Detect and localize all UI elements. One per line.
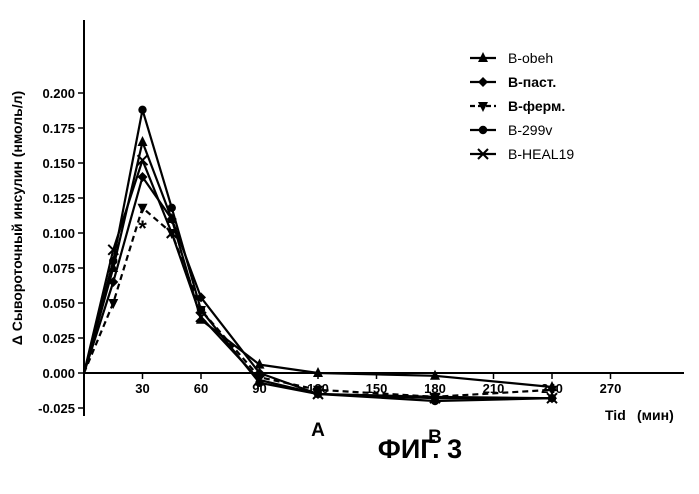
legend-label: B-HEAL19: [508, 146, 574, 162]
figure-caption: ФИГ. 3: [378, 434, 462, 464]
x-tick-label: 30: [135, 381, 149, 396]
x-tick-label: 60: [194, 381, 208, 396]
y-axis-ticks: 0.200 0.175 0.150 0.125 0.100 0.075 0.050 0.025…: [38, 86, 84, 416]
legend-label: B-obeh: [508, 50, 553, 66]
legend-marker: [479, 126, 487, 134]
legend-item: B-obeh: [470, 50, 553, 66]
x-tick-label: 270: [600, 381, 622, 396]
annotation-label: *: [138, 216, 147, 241]
legend-marker: [478, 77, 488, 87]
legend: B-obeh B-паст. B-ферм. B-299v B-HEAL19: [470, 50, 574, 162]
y-tick-label: 0.025: [42, 331, 75, 346]
legend-label: B-паст.: [508, 74, 556, 90]
x-axis-label: Tid: [605, 407, 626, 423]
y-tick-label: -0.025: [38, 401, 75, 416]
data-point: [138, 204, 148, 214]
legend-item: B-ферм.: [470, 98, 565, 114]
y-tick-label: 0.125: [42, 191, 75, 206]
y-tick-label: 0.100: [42, 226, 75, 241]
legend-item: B-HEAL19: [470, 146, 574, 162]
data-point: [138, 136, 148, 146]
y-tick-label: 0.000: [42, 366, 75, 381]
y-tick-label: 0.175: [42, 121, 75, 136]
y-axis-label: Δ Сывороточный инсулин (нмоль/л): [9, 91, 25, 345]
series-B-паст.: [84, 172, 557, 403]
legend-item: B-паст.: [470, 74, 556, 90]
legend-label: B-ферм.: [508, 98, 565, 114]
y-tick-label: 0.150: [42, 156, 75, 171]
series-line: [84, 177, 552, 398]
y-tick-label: 0.050: [42, 296, 75, 311]
data-point: [108, 299, 118, 309]
y-tick-label: 0.075: [42, 261, 75, 276]
legend-item: B-299v: [470, 122, 552, 138]
x-axis-unit: (мин): [637, 407, 674, 423]
series-line: [84, 142, 552, 387]
series-B-obeh: [84, 136, 557, 391]
data-point: [168, 204, 176, 212]
series-line: [84, 160, 552, 398]
y-tick-label: 0.200: [42, 86, 75, 101]
legend-label: B-299v: [508, 122, 552, 138]
series-B-HEAL19: [84, 155, 557, 403]
annotation-label: A: [311, 420, 325, 441]
data-point: [138, 106, 146, 114]
